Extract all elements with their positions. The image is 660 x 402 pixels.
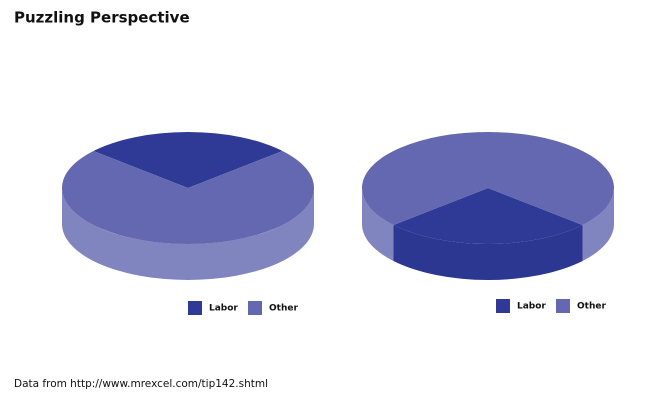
legend-swatch: [188, 301, 202, 315]
pie-side: [62, 188, 314, 280]
pie-slice: [93, 131, 283, 188]
pie-slice: [393, 188, 583, 244]
source-note: Data from http://www.mrexcel.com/tip142.…: [14, 378, 268, 390]
legend-label: Other: [577, 302, 606, 312]
legend-swatch: [496, 299, 510, 313]
legend-label: Other: [269, 304, 298, 314]
pie-side: [393, 225, 583, 280]
pie-slice: [62, 150, 315, 244]
legend-label: Labor: [209, 304, 238, 314]
pie-side: [362, 188, 394, 262]
pie-slice: [362, 132, 614, 226]
legend-swatch: [248, 301, 262, 315]
pie-side: [582, 188, 614, 262]
page-title: Puzzling Perspective: [14, 9, 190, 27]
legend-swatch: [556, 299, 570, 313]
legend-label: Labor: [517, 302, 546, 312]
